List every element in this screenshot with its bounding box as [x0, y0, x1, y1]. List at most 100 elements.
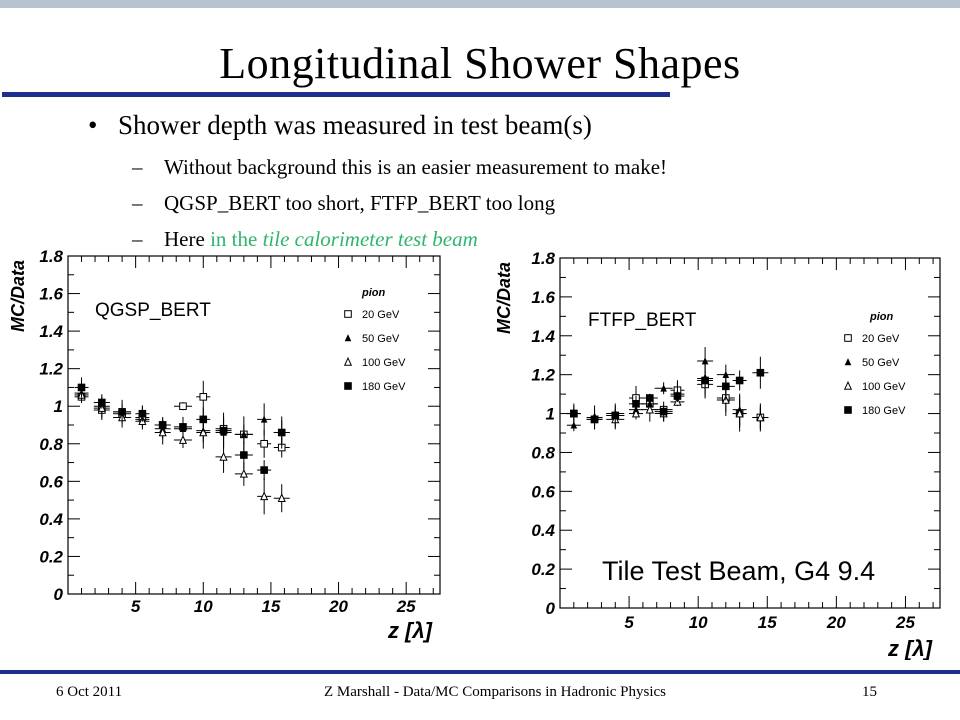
- data-point: [570, 409, 578, 418]
- y-tick-label: 0.8: [531, 443, 555, 462]
- y-tick-label: 1: [546, 405, 555, 424]
- y-tick-label: 0.6: [39, 472, 63, 491]
- data-point: [701, 357, 709, 365]
- y-tick-label: 0.2: [531, 560, 555, 579]
- data-point: [756, 368, 765, 377]
- y-tick-label: 0: [546, 599, 556, 618]
- y-tick-label: 1.2: [531, 366, 555, 385]
- y-tick-label: 1.6: [39, 285, 63, 304]
- legend-entry-20-gev: 20 GeV: [862, 333, 900, 345]
- data-point: [240, 451, 248, 459]
- data-point: [178, 434, 188, 444]
- legend-marker-50-gev: [844, 358, 852, 366]
- y-tick-label: 0.6: [531, 482, 555, 501]
- data-point: [260, 415, 268, 423]
- y-tick-label: 1.2: [39, 360, 63, 379]
- y-tick-label: 1.4: [39, 322, 63, 341]
- data-point: [260, 491, 269, 501]
- data-point: [199, 427, 208, 437]
- legend-entry-50-gev: 50 GeV: [862, 357, 900, 369]
- page-title: Longitudinal Shower Shapes: [219, 39, 741, 88]
- data-point: [673, 392, 682, 400]
- legend-marker-180-gev: [844, 406, 852, 414]
- data-point: [277, 493, 286, 503]
- model-label: FTFP_BERT: [588, 310, 697, 331]
- data-point: [239, 468, 248, 478]
- data-point: [645, 404, 654, 414]
- y-tick-label: 0.4: [531, 521, 555, 540]
- legend-marker-100-gev: [843, 380, 853, 390]
- subbullet-2: – QGSP_BERT too short, FTFP_BERT too long: [132, 191, 555, 216]
- x-tick-label: 25: [396, 597, 416, 616]
- bullet-dot-icon: •: [88, 110, 98, 140]
- legend-title: pion: [361, 287, 385, 299]
- data-point: [219, 426, 228, 435]
- y-tick-label: 0.4: [39, 510, 63, 529]
- data-point: [260, 466, 268, 474]
- subbullet-3-green-text: in the: [210, 227, 258, 251]
- dash-icon: –: [132, 191, 143, 215]
- legend-entry-180-gev: 180 GeV: [362, 381, 406, 393]
- model-label: QGSP_BERT: [95, 300, 211, 321]
- x-axis-label: z [λ]: [387, 618, 433, 643]
- y-tick-label: 1.6: [531, 288, 555, 307]
- x-tick-label: 20: [328, 597, 348, 616]
- data-point: [735, 408, 744, 418]
- data-point: [260, 439, 268, 448]
- data-point: [632, 400, 640, 408]
- title-underline: [2, 92, 670, 97]
- data-point: [631, 408, 641, 418]
- data-point: [590, 415, 599, 424]
- x-tick-label: 5: [624, 613, 634, 632]
- series-180-gev: [566, 356, 769, 428]
- subbullet-3-green-italic: tile calorimeter test beam: [262, 227, 478, 251]
- data-point: [158, 421, 167, 429]
- dash-icon: –: [132, 155, 143, 179]
- data-point: [219, 451, 228, 461]
- series-180-gev: [74, 377, 290, 481]
- bullet-main-text: Shower depth was measured in test beam(s…: [118, 110, 592, 140]
- subbullet-3: – Here in the tile calorimeter test beam: [132, 227, 478, 252]
- footer-center: Z Marshall - Data/MC Comparisons in Hadr…: [323, 684, 667, 700]
- footer-page-number: 15: [862, 684, 877, 700]
- data-point: [138, 409, 147, 418]
- legend-entry-20-gev: 20 GeV: [362, 309, 400, 321]
- subbullet-3-prefix: Here: [164, 227, 205, 251]
- dash-icon: –: [132, 227, 143, 251]
- legend-marker-20-gev: [344, 310, 352, 318]
- data-point: [179, 402, 187, 411]
- y-axis-label: MC/Data: [8, 260, 28, 332]
- x-tick-label: 10: [194, 597, 213, 616]
- subbullet-1: – Without background this is an easier me…: [132, 155, 667, 180]
- y-tick-label: 0.2: [39, 547, 63, 566]
- data-point: [277, 428, 286, 437]
- y-tick-label: 1.8: [39, 247, 63, 266]
- y-tick-label: 1.4: [531, 327, 555, 346]
- chart-annotation: Tile Test Beam, G4 9.4: [602, 556, 875, 586]
- data-point: [756, 412, 765, 422]
- x-tick-label: 5: [131, 597, 141, 616]
- x-tick-label: 10: [689, 613, 708, 632]
- data-point: [722, 382, 730, 391]
- footer-rule: [0, 670, 960, 674]
- y-tick-label: 0: [54, 585, 64, 604]
- legend-entry-100-gev: 100 GeV: [862, 381, 906, 393]
- subbullet-3-green: in the tile calorimeter test beam: [210, 227, 478, 251]
- y-tick-label: 1: [54, 397, 63, 416]
- data-point: [98, 398, 106, 407]
- subbullet-1-text: Without background this is an easier mea…: [164, 155, 668, 179]
- data-point: [199, 393, 208, 401]
- legend-marker-180-gev: [344, 382, 352, 390]
- y-tick-label: 0.8: [39, 435, 63, 454]
- data-point: [735, 376, 744, 385]
- legend-marker-50-gev: [344, 334, 352, 342]
- data-point: [646, 394, 654, 402]
- data-point: [660, 384, 667, 392]
- data-point: [118, 408, 126, 416]
- data-point: [570, 421, 578, 429]
- top-band: [0, 0, 960, 8]
- data-point: [659, 407, 668, 416]
- data-point: [158, 427, 167, 437]
- x-tick-label: 15: [758, 613, 777, 632]
- data-point: [199, 415, 208, 424]
